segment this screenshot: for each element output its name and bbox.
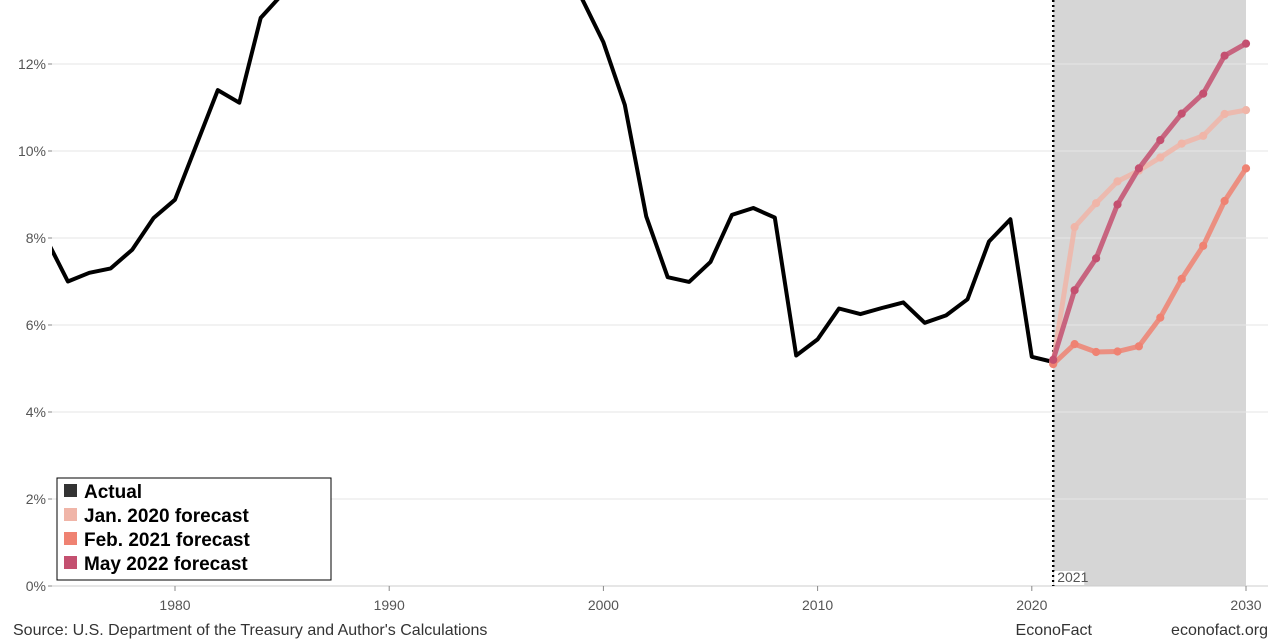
series-line-0 <box>52 0 1056 364</box>
series-0 <box>52 0 1056 364</box>
series-3-point-6 <box>1177 109 1186 118</box>
y-tick-label-1: 2% <box>26 491 46 507</box>
series-3-point-9 <box>1241 39 1251 48</box>
series-3-point-1 <box>1070 286 1079 295</box>
series-2-point-4 <box>1134 342 1144 351</box>
series-layer <box>52 0 1251 369</box>
series-1-point-9 <box>1241 106 1251 115</box>
series-1-point-3 <box>1113 177 1122 186</box>
series-3-point-4 <box>1134 164 1144 173</box>
series-line-2 <box>1050 165 1249 367</box>
x-tick-label-3: 2010 <box>802 597 833 613</box>
legend-label-2: Feb. 2021 forecast <box>84 530 250 551</box>
y-tick-label-0: 0% <box>26 578 46 594</box>
series-1-point-7 <box>1199 131 1208 140</box>
reference-label: 2021 <box>1054 569 1089 585</box>
series-1-point-5 <box>1156 153 1165 162</box>
series-2-point-2 <box>1092 347 1101 357</box>
x-axis: 1980 1990 2000 2010 2020 2030 <box>159 586 1262 613</box>
reference-label-text: 2021 <box>1057 569 1088 585</box>
series-3-point-2 <box>1092 254 1101 263</box>
y-axis: 0% 2% 4% 6% 8% 10% 12% <box>18 56 52 594</box>
series-2-point-1 <box>1070 340 1079 349</box>
x-tick-label-4: 2020 <box>1016 597 1047 613</box>
series-3-point-0 <box>1049 355 1058 364</box>
series-1-point-1 <box>1070 223 1079 232</box>
series-3-point-7 <box>1199 89 1208 98</box>
legend-box <box>56 477 332 581</box>
series-3-point-8 <box>1220 51 1229 60</box>
series-2-point-7 <box>1199 241 1208 250</box>
series-line-1 <box>1050 107 1249 365</box>
series-1-point-2 <box>1092 199 1101 208</box>
legend-swatch-0 <box>64 484 77 497</box>
legend-label-0: Actual <box>84 482 142 503</box>
y-tick-label-4: 8% <box>26 230 46 246</box>
y-tick-label-2: 4% <box>26 404 46 420</box>
brand-label: EconoFact <box>1015 622 1092 639</box>
x-tick-label-1: 1990 <box>374 597 405 613</box>
legend-swatch-2 <box>64 532 77 545</box>
legend: Actual Jan. 2020 forecast Feb. 2021 foreca… <box>56 477 332 581</box>
series-1-point-6 <box>1177 139 1186 148</box>
y-tick-label-5: 10% <box>18 143 46 159</box>
series-2-point-5 <box>1156 313 1165 322</box>
x-tick-label-0: 1980 <box>159 597 190 613</box>
series-1-point-8 <box>1220 109 1229 119</box>
series-3-point-3 <box>1113 200 1122 209</box>
series-2 <box>1049 164 1251 369</box>
x-tick-label-5: 2030 <box>1230 597 1261 613</box>
forecast-region <box>1053 0 1246 586</box>
series-3 <box>1049 39 1251 364</box>
legend-label-3: May 2022 forecast <box>84 554 248 575</box>
legend-swatch-3 <box>64 556 77 569</box>
site-label: econofact.org <box>1171 622 1268 639</box>
series-line-3 <box>1050 41 1249 363</box>
x-tick-label-2: 2000 <box>588 597 619 613</box>
legend-label-1: Jan. 2020 forecast <box>84 506 249 527</box>
series-3-point-5 <box>1156 136 1165 145</box>
y-tick-label-6: 12% <box>18 56 46 72</box>
series-2-point-9 <box>1241 164 1251 173</box>
series-2-point-8 <box>1220 196 1229 206</box>
series-2-point-3 <box>1113 347 1122 356</box>
y-tick-label-3: 6% <box>26 317 46 333</box>
series-2-point-6 <box>1177 274 1186 283</box>
source-note: Source: U.S. Department of the Treasury … <box>13 622 488 639</box>
legend-swatch-1 <box>64 508 77 521</box>
